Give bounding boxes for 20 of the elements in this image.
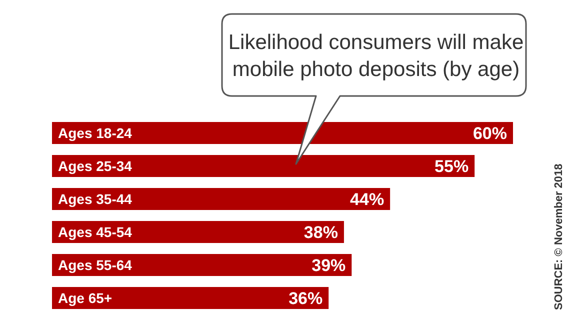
bar	[52, 221, 344, 243]
bar	[52, 188, 390, 210]
bar	[52, 254, 352, 276]
data-label: 55%	[434, 157, 469, 176]
source-note: SOURCE: © November 2018	[553, 164, 565, 310]
y-tick-label: Ages 18-24	[58, 125, 132, 141]
y-tick-label: Ages 35-44	[58, 191, 132, 207]
data-label: 38%	[304, 223, 338, 242]
data-label: 39%	[312, 256, 346, 275]
y-tick-label: Ages 25-34	[58, 158, 132, 174]
y-tick-label: Ages 55-64	[58, 257, 132, 273]
bar	[52, 122, 513, 144]
data-label: 44%	[350, 190, 384, 209]
data-label: 36%	[288, 289, 323, 308]
bar	[52, 155, 475, 177]
bar	[52, 287, 329, 309]
data-label: 60%	[472, 124, 507, 143]
y-tick-label: Ages 45-54	[58, 224, 132, 240]
chart-title: Likelihood consumers will make mobile photo deposits (by age)	[228, 30, 524, 83]
y-tick-label: Age 65+	[58, 290, 112, 306]
